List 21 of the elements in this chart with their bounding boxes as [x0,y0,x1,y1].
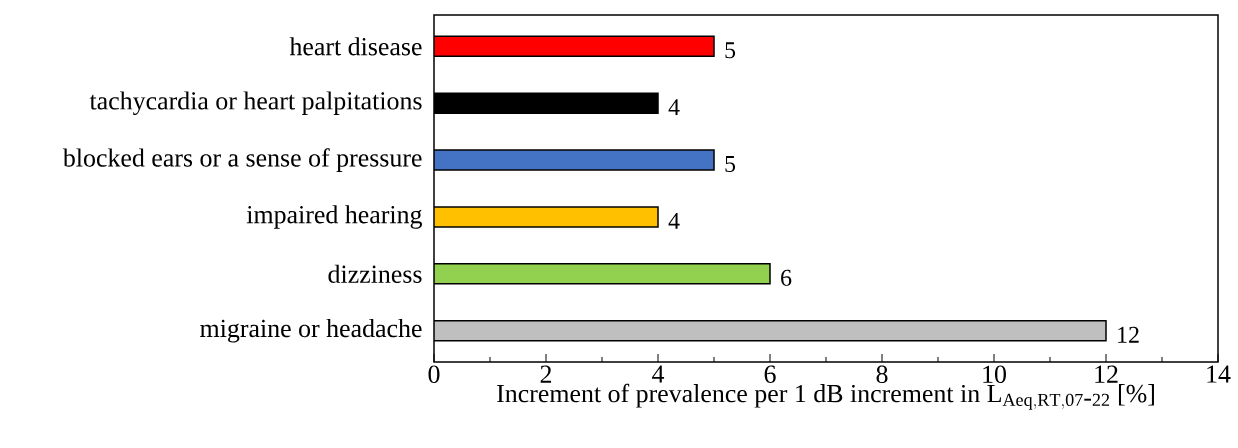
data-label: 12 [1118,326,1139,343]
x-tick-label: 10 [983,365,1006,383]
y-tick-label: impaired hearing [246,205,422,229]
y-tick-label: heart disease [289,37,422,56]
x-tick-label: 12 [1095,365,1118,383]
data-label: 6 [781,269,792,286]
y-tick-label: blocked ears or a sense of pressure [62,148,422,172]
x-tick-label: 0 [428,365,440,383]
x-tick-label: 4 [652,365,665,383]
y-tick-label: migraine or headache [200,318,422,343]
y-tick-label: tachycardia or heart palpitations [89,91,422,115]
data-label: 5 [725,156,736,173]
data-label: 5 [725,42,736,59]
data-label: 4 [668,213,680,229]
y-tick-label: dizziness [328,264,422,283]
x-tick-label: 6 [764,365,776,383]
x-tick-label: 8 [876,365,888,383]
x-axis-title: $\mbox{Increment of prevalence per 1 dB increment in }\mathrm{L}_{\mathrm{Aeq,RT,07\mbox{-}22}}\mbox{ [\%]}$ [497,383,1154,410]
x-tick-label: 2 [540,365,552,383]
data-label: 4 [668,99,680,116]
x-tick-label: 14 [1207,365,1231,383]
